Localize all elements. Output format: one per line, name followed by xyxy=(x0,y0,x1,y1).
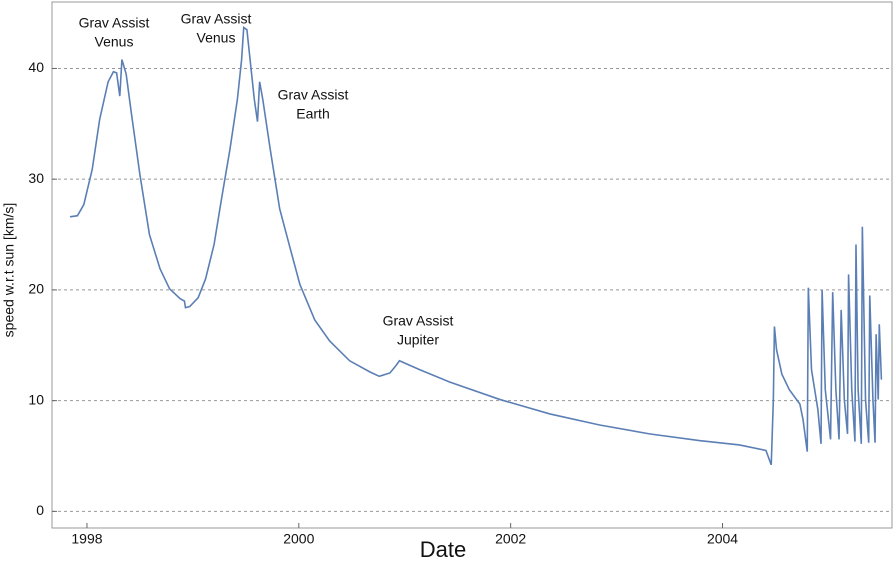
annotation: Grav Assist xyxy=(181,11,252,27)
annotation: Venus xyxy=(197,30,236,46)
x-tick-label: 2002 xyxy=(495,531,526,547)
y-tick-label: 0 xyxy=(36,502,44,518)
y-tick-label: 20 xyxy=(28,281,44,297)
x-axis-label: Date xyxy=(420,537,466,562)
annotation: Grav Assist xyxy=(79,15,150,31)
annotation: Jupiter xyxy=(397,332,439,348)
y-tick-label: 30 xyxy=(28,170,44,186)
x-tick-label: 2004 xyxy=(707,531,738,547)
annotation: Earth xyxy=(296,106,329,122)
y-tick-label: 40 xyxy=(28,59,44,75)
plot-frame xyxy=(51,1,893,529)
y-tick-label: 10 xyxy=(28,391,44,407)
annotation: Grav Assist xyxy=(383,313,454,329)
x-tick-label: 1998 xyxy=(71,531,102,547)
annotation: Grav Assist xyxy=(278,87,349,103)
data-line xyxy=(69,26,883,466)
y-axis-label: speed w.r.t sun [km/s] xyxy=(1,203,17,338)
annotation: Venus xyxy=(95,34,134,50)
x-tick-label: 2000 xyxy=(283,531,314,547)
